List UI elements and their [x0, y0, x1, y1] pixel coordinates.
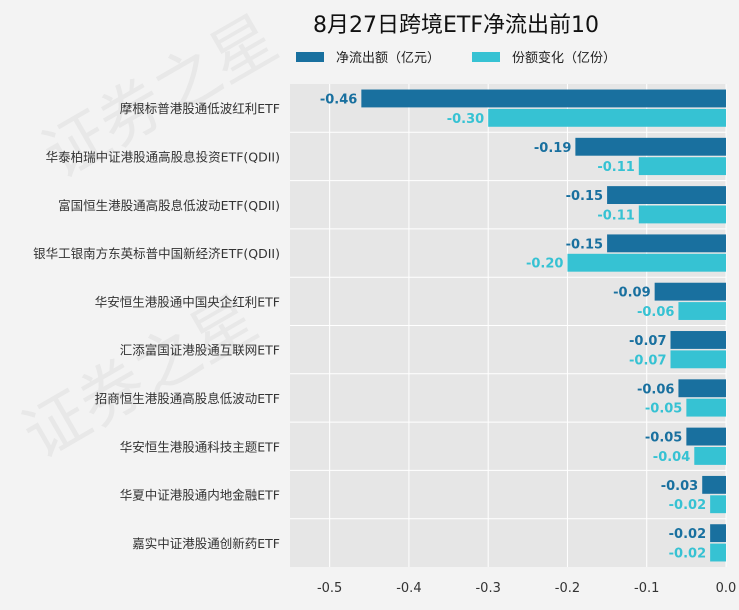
bar-net-outflow [575, 137, 726, 156]
bar-share-change [694, 447, 726, 465]
x-tick-label: -0.2 [555, 581, 580, 596]
bar-share-change [670, 350, 726, 369]
data-label-share-change: -0.30 [447, 112, 484, 127]
y-tick-label: 华泰柏瑞中证港股通高股息投资ETF(QDII) [46, 149, 280, 164]
bar-net-outflow [678, 379, 726, 398]
bar-share-change [678, 302, 726, 320]
bar-net-outflow [710, 524, 726, 543]
legend-swatch-net-outflow [296, 52, 324, 62]
data-label-net-outflow: -0.03 [661, 479, 698, 494]
y-tick-label: 华安恒生港股通中国央企红利ETF [95, 294, 280, 309]
y-tick-label: 招商恒生港股通高股息低波动ETF [95, 391, 280, 406]
chart-title: 8月27日跨境ETF净流出前10 [313, 13, 599, 38]
x-tick-label: -0.3 [475, 581, 500, 596]
data-label-net-outflow: -0.05 [645, 431, 682, 446]
data-label-share-change: -0.20 [526, 257, 563, 272]
data-label-share-change: -0.02 [669, 547, 706, 562]
y-tick-label: 摩根标普港股通低波红利ETF [120, 101, 280, 116]
bar-share-change [488, 108, 726, 127]
bar-net-outflow [654, 282, 726, 301]
bar-net-outflow [607, 186, 726, 204]
y-tick-label: 汇添富国证港股通互联网ETF [120, 343, 280, 358]
data-label-share-change: -0.07 [629, 353, 666, 368]
bar-share-change [638, 157, 726, 176]
data-label-net-outflow: -0.02 [669, 527, 706, 542]
data-label-net-outflow: -0.07 [629, 334, 666, 349]
data-label-share-change: -0.11 [597, 160, 634, 175]
x-tick-label: -0.5 [317, 581, 342, 596]
legend-label-net-outflow: 净流出额（亿元） [336, 51, 440, 66]
bar-net-outflow [670, 331, 726, 349]
bars [361, 89, 726, 562]
data-label-share-change: -0.04 [653, 450, 690, 465]
y-tick-label: 富国恒生港股通高股息低波动ETF(QDII) [58, 198, 280, 213]
x-axis-tick-labels: -0.5 -0.4 -0.3 -0.2 -0.1 0.0 [317, 581, 736, 596]
data-label-share-change: -0.02 [669, 498, 706, 513]
bar-share-change [638, 205, 726, 224]
x-tick-label: -0.4 [396, 581, 421, 596]
data-label-share-change: -0.11 [597, 208, 634, 223]
bar-share-change [710, 495, 726, 514]
y-axis-tick-labels: 摩根标普港股通低波红利ETF 华泰柏瑞中证港股通高股息投资ETF(QDII) 富国恒… [33, 101, 280, 551]
data-label-net-outflow: -0.15 [566, 237, 603, 252]
bar-net-outflow [607, 234, 726, 253]
data-label-net-outflow: -0.19 [534, 141, 571, 156]
bar-share-change [710, 543, 726, 562]
data-labels: -0.46-0.30-0.19-0.11-0.15-0.11-0.15-0.20… [320, 92, 706, 561]
legend-label-share-change: 份额变化（亿份） [512, 50, 616, 66]
y-tick-label: 银华工银南方东英标普中国新经济ETF(QDII) [33, 246, 280, 261]
data-label-share-change: -0.05 [645, 402, 682, 417]
data-label-net-outflow: -0.46 [320, 92, 357, 107]
data-label-net-outflow: -0.09 [613, 286, 650, 301]
bar-net-outflow [361, 89, 726, 108]
legend-swatch-share-change [472, 52, 500, 62]
bar-net-outflow [686, 427, 726, 446]
bar-share-change [686, 398, 726, 417]
x-tick-label: 0.0 [716, 581, 737, 596]
data-label-net-outflow: -0.15 [566, 189, 603, 204]
y-tick-label: 华安恒生港股通科技主题ETF [120, 439, 280, 454]
legend: 净流出额（亿元） 份额变化（亿份） [296, 50, 616, 66]
data-label-share-change: -0.06 [637, 305, 674, 320]
bar-net-outflow [702, 475, 726, 494]
y-tick-label: 嘉实中证港股通创新药ETF [132, 536, 280, 551]
y-tick-label: 华夏中证港股通内地金融ETF [120, 488, 280, 503]
bar-share-change [567, 253, 726, 272]
data-label-net-outflow: -0.06 [637, 382, 674, 397]
x-tick-label: -0.1 [634, 581, 659, 596]
